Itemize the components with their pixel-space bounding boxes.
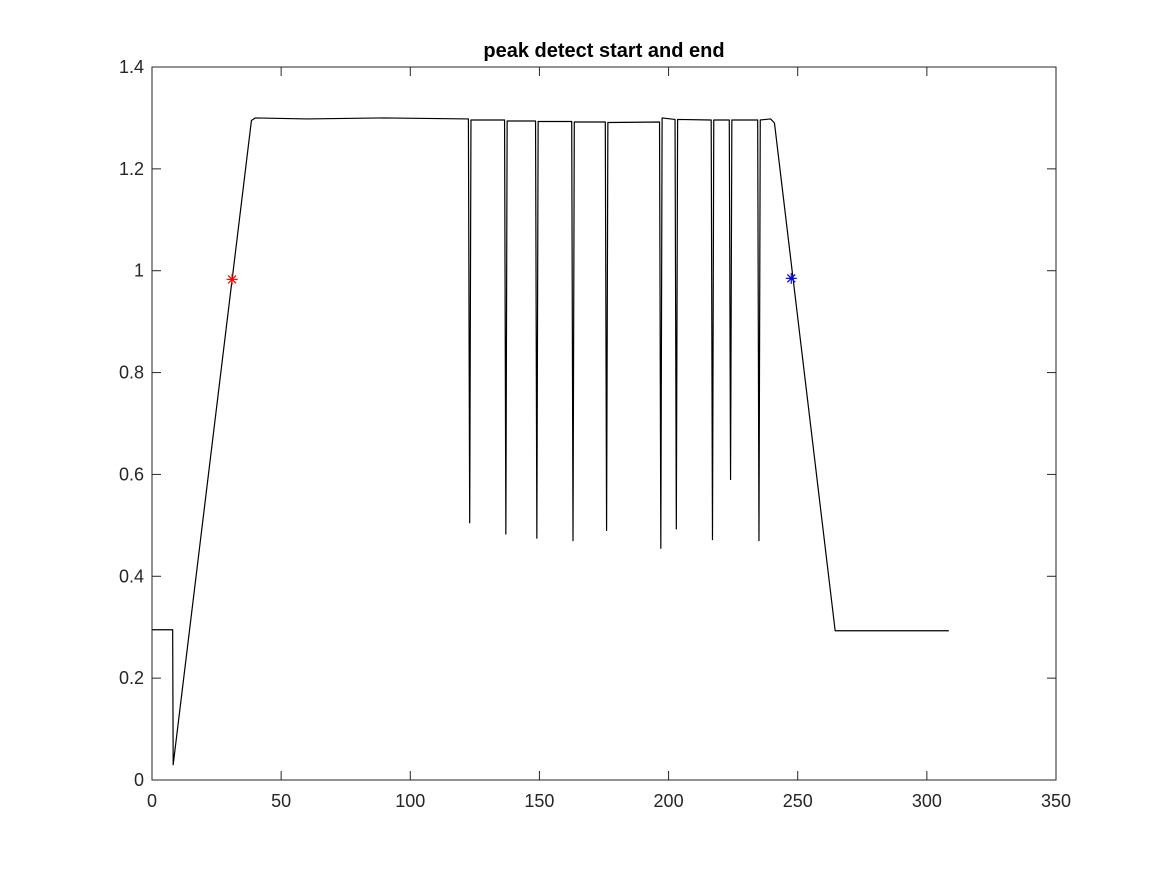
y-tick-label: 0.4 <box>119 566 144 586</box>
signal-line <box>152 117 949 766</box>
chart-title: peak detect start and end <box>483 40 724 62</box>
x-tick-label: 150 <box>524 791 554 811</box>
y-tick-label: 0 <box>134 770 144 790</box>
x-tick-label: 50 <box>271 791 291 811</box>
star-marker <box>785 272 797 284</box>
x-axis: 0 50 100 150 200 250 300 350 <box>147 67 1071 811</box>
plot-area <box>151 66 1057 781</box>
star-marker <box>226 273 238 285</box>
x-tick-label: 0 <box>147 791 157 811</box>
axes-box <box>151 66 1057 781</box>
y-tick-label: 1.4 <box>119 57 144 77</box>
y-tick-label: 0.6 <box>119 464 144 484</box>
y-tick-label: 0.2 <box>119 668 144 688</box>
y-axis: 0 0.2 0.4 0.6 0.8 1 1.2 1.4 <box>119 57 1056 790</box>
x-tick-label: 200 <box>654 791 684 811</box>
x-tick-label: 300 <box>912 791 942 811</box>
x-tick-label: 350 <box>1041 791 1071 811</box>
signal-layer <box>152 117 949 766</box>
marker-layer <box>226 272 797 285</box>
y-tick-label: 0.8 <box>119 363 144 383</box>
x-tick-label: 250 <box>783 791 813 811</box>
y-tick-label: 1.2 <box>119 159 144 179</box>
x-tick-label: 100 <box>395 791 425 811</box>
y-tick-label: 1 <box>134 261 144 281</box>
